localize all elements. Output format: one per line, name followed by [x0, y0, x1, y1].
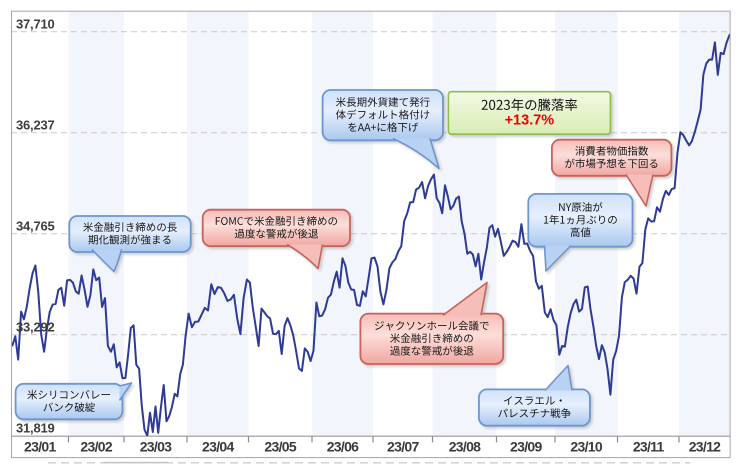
- svg-text:23/07: 23/07: [387, 439, 419, 455]
- svg-text:23/03: 23/03: [140, 439, 172, 455]
- svg-text:33,292: 33,292: [16, 320, 55, 335]
- svg-text:23/08: 23/08: [449, 439, 481, 455]
- svg-text:31,819: 31,819: [16, 420, 55, 435]
- svg-text:23/10: 23/10: [570, 439, 602, 455]
- svg-text:37,710: 37,710: [16, 17, 55, 32]
- svg-text:34,765: 34,765: [16, 219, 55, 234]
- svg-text:23/06: 23/06: [327, 439, 359, 455]
- svg-text:23/01: 23/01: [24, 439, 56, 455]
- svg-text:23/05: 23/05: [264, 439, 296, 455]
- svg-text:23/11: 23/11: [633, 439, 665, 455]
- svg-text:23/02: 23/02: [80, 439, 112, 455]
- svg-text:23/12: 23/12: [689, 439, 721, 455]
- svg-text:23/04: 23/04: [202, 439, 234, 455]
- svg-text:23/09: 23/09: [510, 439, 542, 455]
- svg-text:+13.7%: +13.7%: [505, 112, 555, 128]
- svg-text:36,237: 36,237: [16, 118, 55, 133]
